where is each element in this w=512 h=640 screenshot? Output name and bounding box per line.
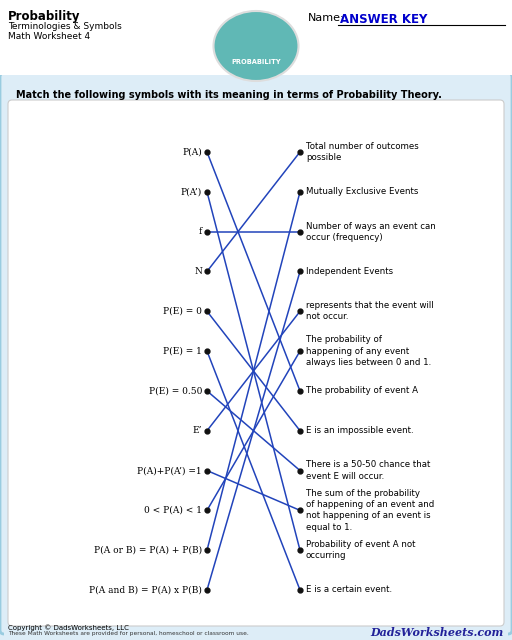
Text: P(A): P(A) bbox=[182, 147, 202, 157]
Text: Independent Events: Independent Events bbox=[306, 267, 393, 276]
Text: P(A’): P(A’) bbox=[181, 188, 202, 196]
FancyBboxPatch shape bbox=[4, 631, 508, 640]
Text: The sum of the probability
of happening of an event and
not happening of an even: The sum of the probability of happening … bbox=[306, 489, 434, 531]
Text: Match the following symbols with its meaning in terms of Probability Theory.: Match the following symbols with its mea… bbox=[16, 90, 442, 100]
Text: Total number of outcomes
possible: Total number of outcomes possible bbox=[306, 142, 419, 162]
Text: Probability of event A not
occurring: Probability of event A not occurring bbox=[306, 540, 416, 560]
FancyBboxPatch shape bbox=[8, 100, 504, 626]
Text: P(E) = 1: P(E) = 1 bbox=[163, 347, 202, 356]
Text: f: f bbox=[199, 227, 202, 236]
Text: Number of ways an event can
occur (frequency): Number of ways an event can occur (frequ… bbox=[306, 221, 436, 242]
Text: The probability of event A: The probability of event A bbox=[306, 387, 418, 396]
FancyBboxPatch shape bbox=[0, 73, 512, 634]
Text: N: N bbox=[194, 267, 202, 276]
Text: Terminologies & Symbols: Terminologies & Symbols bbox=[8, 22, 122, 31]
Text: E’: E’ bbox=[193, 426, 202, 435]
Text: ANSWER KEY: ANSWER KEY bbox=[340, 13, 428, 26]
Text: Mutually Exclusive Events: Mutually Exclusive Events bbox=[306, 188, 418, 196]
Text: P(E) = 0: P(E) = 0 bbox=[163, 307, 202, 316]
Text: The probability of
happening of any event
always lies between 0 and 1.: The probability of happening of any even… bbox=[306, 335, 431, 367]
Text: Probability: Probability bbox=[8, 10, 80, 23]
Text: P(E) = 0.50: P(E) = 0.50 bbox=[148, 387, 202, 396]
Text: PROBABILITY: PROBABILITY bbox=[231, 59, 281, 65]
Text: P(A or B) = P(A) + P(B): P(A or B) = P(A) + P(B) bbox=[94, 546, 202, 555]
Text: Copyright © DadsWorksheets, LLC: Copyright © DadsWorksheets, LLC bbox=[8, 624, 129, 630]
Text: E is an impossible event.: E is an impossible event. bbox=[306, 426, 414, 435]
Ellipse shape bbox=[214, 11, 298, 81]
Text: There is a 50-50 chance that
event E will occur.: There is a 50-50 chance that event E wil… bbox=[306, 461, 431, 481]
Text: E is a certain event.: E is a certain event. bbox=[306, 586, 392, 595]
Text: DadsWorksheets.com: DadsWorksheets.com bbox=[371, 627, 504, 638]
Text: Math Worksheet 4: Math Worksheet 4 bbox=[8, 32, 90, 41]
FancyBboxPatch shape bbox=[0, 0, 512, 75]
Text: These Math Worksheets are provided for personal, homeschool or classroom use.: These Math Worksheets are provided for p… bbox=[8, 631, 249, 636]
Text: 0 < P(A) < 1: 0 < P(A) < 1 bbox=[144, 506, 202, 515]
Text: represents that the event will
not occur.: represents that the event will not occur… bbox=[306, 301, 434, 321]
Text: P(A and B) = P(A) x P(B): P(A and B) = P(A) x P(B) bbox=[89, 586, 202, 595]
Text: P(A)+P(A’) =1: P(A)+P(A’) =1 bbox=[137, 466, 202, 475]
Text: Name:: Name: bbox=[308, 13, 345, 23]
